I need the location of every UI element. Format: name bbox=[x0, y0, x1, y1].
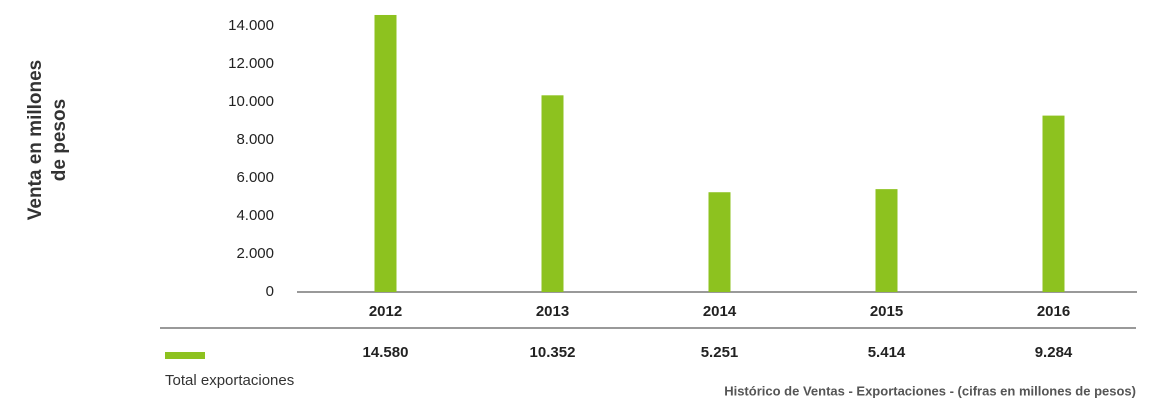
x-tick-label: 2013 bbox=[536, 303, 569, 320]
y-tick-label: 14.000 bbox=[228, 17, 274, 34]
y-tick-label: 8.000 bbox=[236, 131, 274, 148]
y-label-line: Venta en millones bbox=[25, 60, 46, 221]
x-tick-label: 2014 bbox=[703, 303, 737, 320]
y-tick-label: 10.000 bbox=[228, 93, 274, 110]
legend-swatch bbox=[165, 352, 205, 359]
y-tick-label: 6.000 bbox=[236, 169, 274, 186]
bar bbox=[708, 192, 731, 292]
y-label-line: de pesos bbox=[49, 99, 70, 181]
value-label: 5.251 bbox=[701, 344, 739, 361]
y-axis-label: Venta en millones de pesos bbox=[25, 60, 70, 221]
value-label: 14.580 bbox=[363, 344, 409, 361]
x-tick-label: 2015 bbox=[870, 303, 903, 320]
value-label: 9.284 bbox=[1035, 344, 1073, 361]
y-tick-label: 4.000 bbox=[236, 207, 274, 224]
value-label: 10.352 bbox=[530, 344, 576, 361]
bar bbox=[541, 95, 564, 292]
x-tick-label: 2016 bbox=[1037, 303, 1070, 320]
bar bbox=[374, 14, 397, 292]
y-tick-label: 2.000 bbox=[236, 245, 274, 262]
footnote: Histórico de Ventas - Exportaciones - (c… bbox=[724, 383, 1136, 398]
y-tick-label: 12.000 bbox=[228, 55, 274, 72]
legend-label: Total exportaciones bbox=[165, 372, 294, 389]
bar bbox=[875, 189, 898, 292]
value-label: 5.414 bbox=[868, 344, 906, 361]
y-tick-label: 0 bbox=[266, 283, 274, 300]
x-tick-label: 2012 bbox=[369, 303, 402, 320]
bar bbox=[1042, 115, 1065, 292]
